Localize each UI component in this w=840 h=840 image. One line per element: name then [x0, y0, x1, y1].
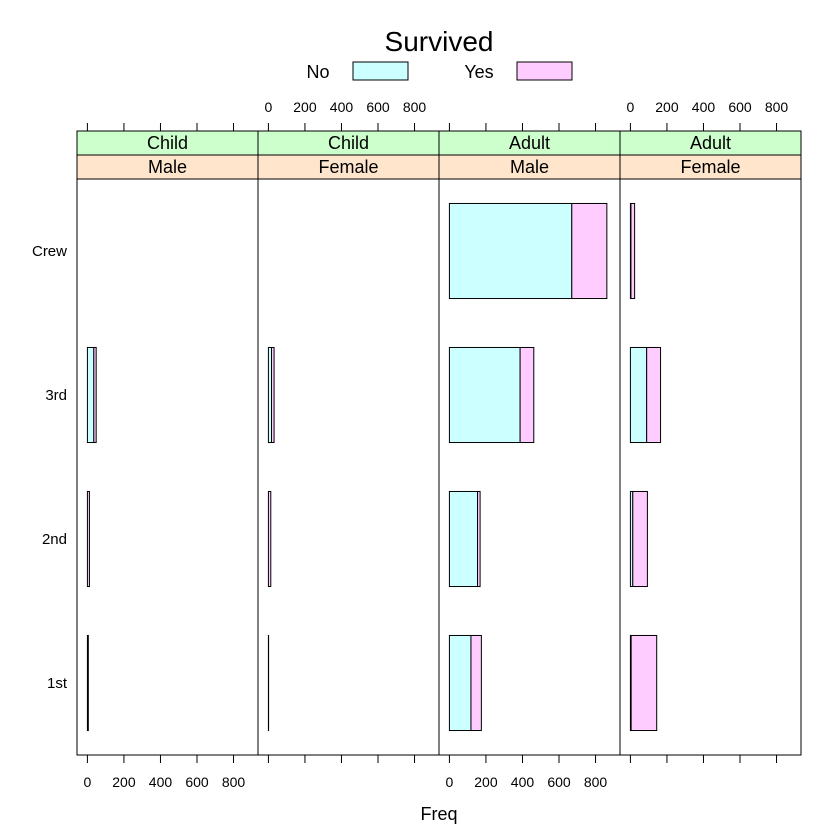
bar-no-3rd	[86, 346, 95, 444]
strip-top-label: Child	[147, 133, 188, 153]
strip-bottom	[619, 154, 802, 180]
legend-swatch-no	[352, 61, 409, 81]
legend-label-no: No	[306, 62, 329, 82]
tick-label-bottom: 200	[112, 774, 136, 790]
legend: Survived No Yes	[306, 26, 573, 82]
strip-top-label: Adult	[509, 133, 550, 153]
panel-3: Adult Male	[438, 130, 621, 756]
y-label-1st: 1st	[47, 675, 68, 692]
tick-label-top: 600	[366, 99, 390, 115]
bar-yes-3rd	[646, 346, 662, 444]
bar-no-3rd	[629, 346, 648, 444]
bar-yes-3rd	[519, 346, 535, 444]
strip-bottom	[76, 154, 259, 180]
tick-label-top: 0	[627, 99, 635, 115]
bar-no-2nd	[448, 490, 479, 588]
panel-frame	[76, 178, 259, 756]
strip-bottom-label: Female	[680, 157, 740, 177]
tick-label-top: 600	[728, 99, 752, 115]
bar-no-crew	[448, 202, 573, 300]
strip-bottom-label: Male	[148, 157, 187, 177]
tick-label-bottom: 200	[474, 774, 498, 790]
strip-top	[438, 130, 621, 156]
panel-4: Adult Female	[619, 130, 802, 756]
bar-yes-crew	[630, 202, 636, 300]
legend-label-yes: Yes	[464, 62, 493, 82]
tick-label-bottom: 800	[222, 774, 246, 790]
tick-label-bottom: 600	[185, 774, 209, 790]
panels: Child Male Child Female Adult Male Adult Female	[76, 130, 802, 756]
bar-yes-1st	[630, 634, 658, 732]
tick-label-top: 200	[655, 99, 679, 115]
bar-yes-2nd	[477, 490, 481, 588]
bar-yes-2nd	[267, 490, 272, 588]
y-label-crew: Crew	[32, 243, 67, 260]
tick-label-top: 800	[403, 99, 427, 115]
tick-label-bottom: 600	[547, 774, 571, 790]
y-label-2nd: 2nd	[42, 531, 67, 548]
strip-top-label: Adult	[690, 133, 731, 153]
x-axis-title: Freq	[420, 804, 457, 824]
strip-bottom-label: Female	[318, 157, 378, 177]
tick-label-top: 0	[265, 99, 273, 115]
strip-top	[619, 130, 802, 156]
bar-yes-3rd	[93, 346, 97, 444]
tick-label-top: 400	[330, 99, 354, 115]
bar-no-1st	[448, 634, 472, 732]
panel-1: Child Male	[76, 130, 259, 756]
tick-label-bottom: 800	[584, 774, 608, 790]
strip-bottom	[438, 154, 621, 180]
tick-label-bottom: 0	[446, 774, 454, 790]
panel-frame	[257, 178, 440, 756]
panel-2: Child Female	[257, 130, 440, 756]
tick-label-bottom: 400	[511, 774, 535, 790]
y-label-3rd: 3rd	[45, 387, 67, 404]
x-axes: 0 200 400 600 800 0 200 400 600 800 0 200 400 600 800 0…	[84, 99, 789, 790]
strip-top-label: Child	[328, 133, 369, 153]
bar-yes-crew	[571, 202, 608, 300]
bar-yes-2nd	[632, 490, 648, 588]
legend-swatch-yes	[516, 61, 573, 81]
tick-label-top: 200	[293, 99, 317, 115]
bar-no-3rd	[448, 346, 521, 444]
tick-label-bottom: 0	[84, 774, 92, 790]
y-axis: 1st 2nd 3rd Crew	[32, 243, 68, 692]
strip-bottom-label: Male	[510, 157, 549, 177]
bar-yes-1st	[470, 634, 482, 732]
strip-top	[76, 130, 259, 156]
bar-yes-1st	[86, 634, 89, 732]
legend-title: Survived	[385, 26, 494, 57]
bar-yes-2nd	[86, 490, 90, 588]
tick-label-top: 400	[692, 99, 716, 115]
tick-label-top: 800	[765, 99, 789, 115]
bar-yes-3rd	[271, 346, 275, 444]
tick-label-bottom: 400	[149, 774, 173, 790]
